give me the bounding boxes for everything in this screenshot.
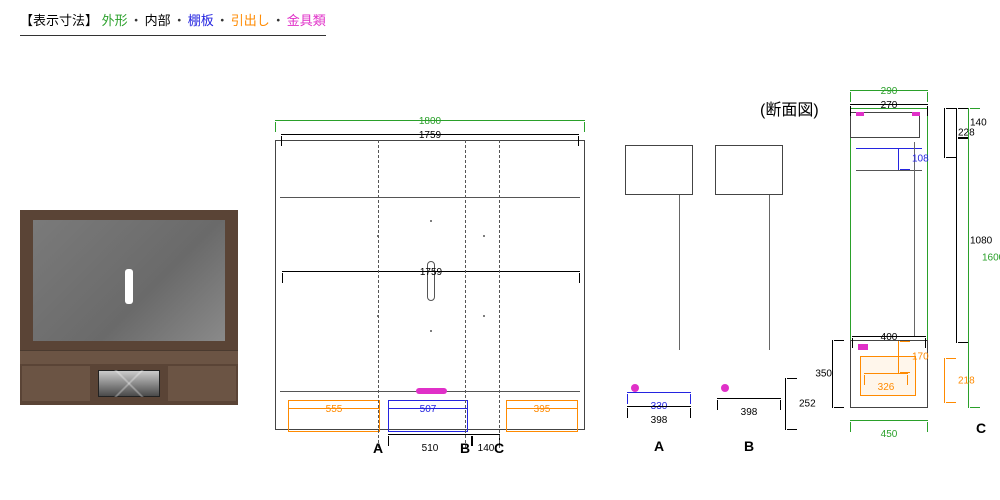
front-elevation-drawing: 555 507 510 140 395 1759 1800 1759 ABC [275, 110, 585, 430]
dimension: 398 [717, 398, 781, 412]
dimension: 108 [898, 148, 912, 170]
dimension: 1759 [282, 271, 580, 285]
legend-item: 外形 [102, 13, 128, 28]
section-label: C [494, 440, 504, 456]
dimension: 326 [864, 373, 908, 387]
section-label: A [654, 438, 664, 454]
section-label: C [976, 420, 986, 436]
dimension: 1600 [968, 108, 982, 408]
dimension: 170 [898, 341, 912, 373]
legend-item: 引出し [231, 13, 270, 28]
section-label: A [373, 440, 383, 456]
front-body: 555 507 510 140 395 1759 [275, 140, 585, 430]
legend-separator: ・ [272, 13, 285, 28]
dimension-legend: 【表示寸法】 外形・内部・棚板・引出し・金具類 [20, 10, 326, 36]
dimension: 398 [627, 406, 691, 420]
dimension: 400 [852, 336, 926, 350]
dimension: 252 [785, 378, 799, 430]
dimension: 507 [388, 408, 468, 422]
dimension: 350 [832, 340, 846, 408]
dimension: 270 [850, 104, 928, 118]
dimension: 395 [506, 408, 578, 422]
legend-item: 金具類 [287, 13, 326, 28]
section-profile-c: 290 270 140 228 108 1080 1600 218 [850, 108, 928, 438]
dimension: 555 [288, 408, 380, 422]
legend-title: 【表示寸法】 [20, 13, 98, 28]
section-title: (断面図) [760, 96, 819, 120]
section-profile-a: 330 398 A [625, 145, 693, 430]
dimension: 450 [850, 420, 928, 434]
legend-separator: ・ [173, 13, 186, 28]
section-profile-b: 398 252 B [715, 145, 783, 430]
section-label: B [460, 440, 470, 456]
section-label: B [744, 438, 754, 454]
legend-item: 棚板 [188, 13, 214, 28]
legend-separator: ・ [130, 13, 143, 28]
dimension: 330 [627, 392, 691, 406]
legend-item: 内部 [145, 13, 171, 28]
dimension: 218 [944, 358, 958, 403]
legend-separator: ・ [216, 13, 229, 28]
furniture-3d-render [20, 210, 238, 405]
dimension: 1759 [281, 134, 579, 148]
